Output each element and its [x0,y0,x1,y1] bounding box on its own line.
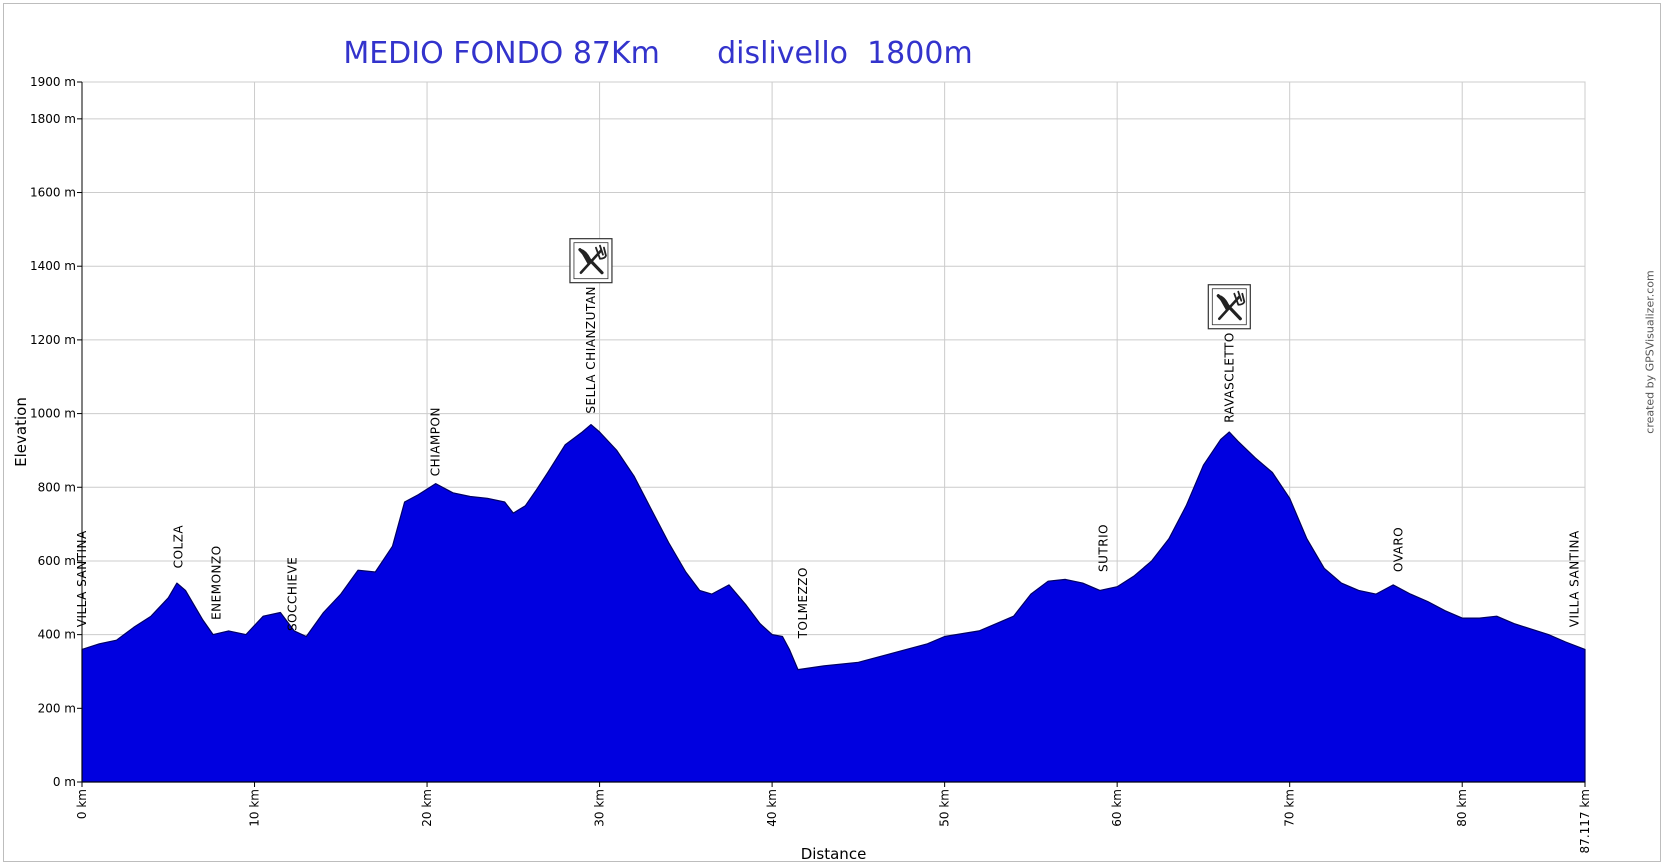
y-tick-label: 600 m [38,554,76,568]
y-tick-label: 1400 m [30,259,76,273]
y-tick-label: 1900 m [30,75,76,89]
marker-layer: VILLA SANTINA COLZA ENEMONZO SOCCHIEVE CHIAM… [75,238,1581,639]
y-tick-label: 1000 m [30,407,76,421]
chart-frame [3,3,1661,862]
x-tick-label: 20 km [420,789,434,827]
place-label: ENEMONZO [210,545,224,620]
y-axis-title: Elevation [12,397,30,467]
place-label: SOCCHIEVE [285,557,299,631]
area-layer [81,424,1586,783]
place-label: TOLMEZZO [796,567,810,639]
place-label: OVARO [1391,527,1405,572]
place-label: SELLA CHIANZUTAN [584,286,598,414]
place-label: VILLA SANTINA [75,530,89,627]
x-tick-label: 60 km [1110,789,1124,827]
chart-title: MEDIO FONDO 87Km dislivello 1800m [343,36,973,71]
x-tick-label: 87.117 km [1578,789,1592,853]
elevation-area [81,424,1586,783]
place-label: COLZA [172,525,186,569]
y-tick-label: 0 m [53,775,76,789]
y-tick-label: 1200 m [30,333,76,347]
x-tick-label: 0 km [75,789,89,819]
y-tick-label: 1600 m [30,186,76,200]
x-tick-label: 10 km [248,789,262,827]
y-tick-label: 200 m [38,701,76,715]
fork-knife-icon [569,238,613,284]
place-label: VILLA SANTINA [1567,530,1581,627]
x-tick-label: 70 km [1283,789,1297,827]
x-tick-label: 30 km [593,789,607,827]
y-tick-label: 400 m [38,628,76,642]
x-tick-label: 80 km [1455,789,1469,827]
place-label: RAVASCLETTO [1222,332,1236,423]
place-label: SUTRIO [1096,524,1110,572]
axis-layer: 0 m 200 m 400 m 600 m 800 m 1000 m 1200 m 1400 … [30,75,1592,853]
y-tick-label: 800 m [38,480,76,494]
y-tick-label: 1800 m [30,112,76,126]
x-axis-title: Distance [801,845,867,863]
place-label: CHIAMPON [429,407,443,476]
x-tick-label: 50 km [938,789,952,827]
x-tick-label: 40 km [765,789,779,827]
fork-knife-icon [1207,284,1251,330]
